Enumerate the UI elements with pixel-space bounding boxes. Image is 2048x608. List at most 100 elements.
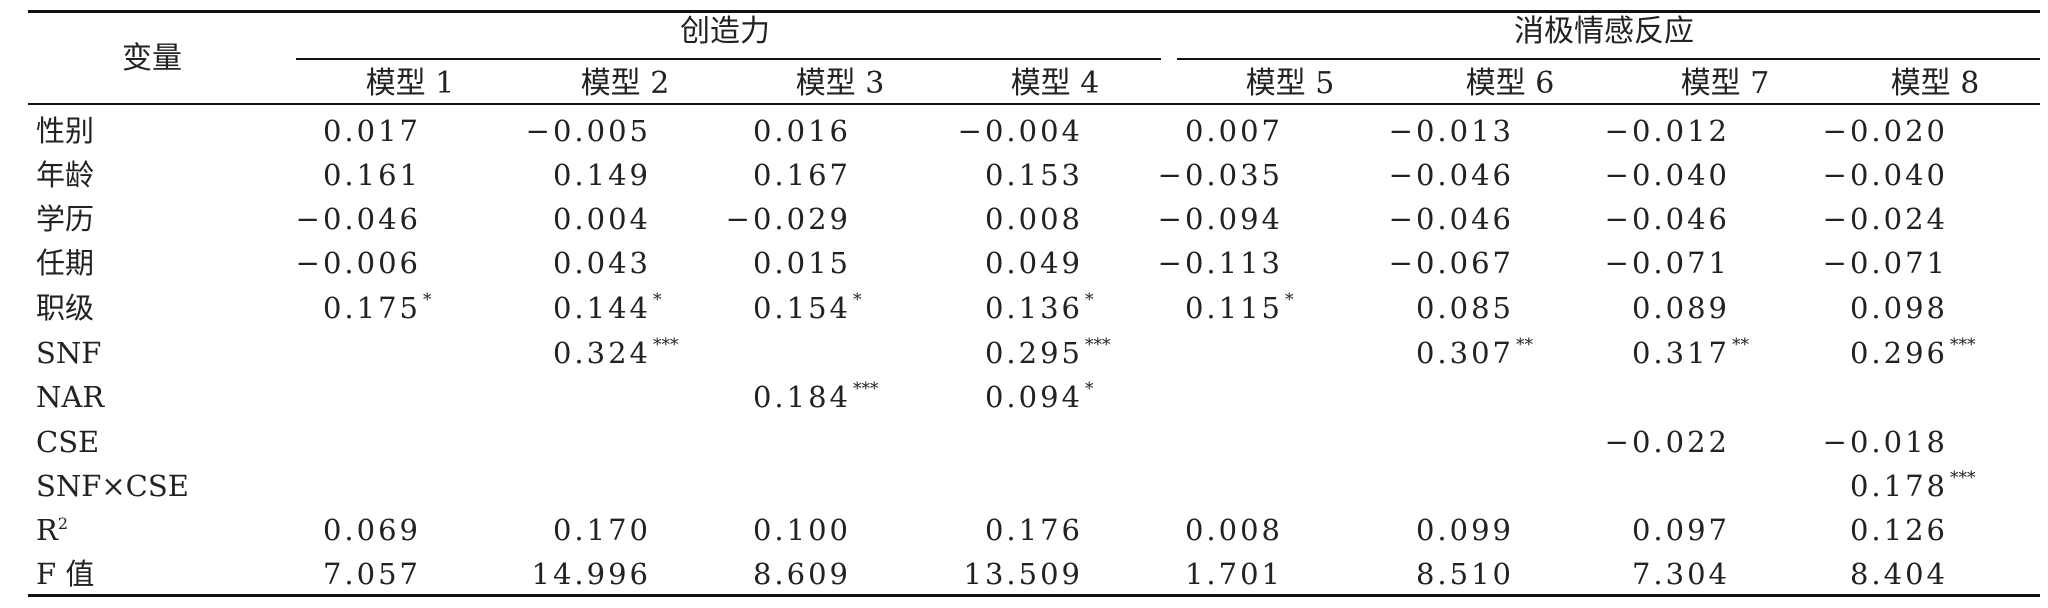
- significance-stars: ***: [1950, 335, 1976, 355]
- cell-value: 0.017: [322, 114, 421, 148]
- table-cell: −0.012: [1605, 114, 1772, 148]
- row-label-text: F 值: [36, 557, 95, 591]
- row-label-text: 性别: [36, 114, 95, 148]
- table-cell: −0.018: [1823, 425, 1990, 459]
- row-label: NAR: [36, 380, 104, 414]
- table-cell: 0.115 *: [1185, 290, 1325, 325]
- cell-value: 0.324: [552, 336, 651, 370]
- cell-value: 0.099: [1415, 513, 1514, 547]
- row-label-text: NAR: [36, 380, 105, 414]
- cell-value: 0.049: [984, 246, 1083, 280]
- table-cell: 0.167: [753, 158, 893, 192]
- row-label: 学历: [36, 202, 94, 236]
- cell-value: 13.509: [963, 557, 1083, 591]
- table-cell: 0.043: [553, 246, 693, 280]
- row-label-text: 学历: [36, 202, 95, 236]
- cell-value: −0.046: [1388, 202, 1514, 236]
- table-cell: 0.007: [1185, 114, 1325, 148]
- table-cell: 0.296 ***: [1849, 335, 1990, 370]
- table-cell: −0.046: [1389, 158, 1556, 192]
- group-rule-creativity: [296, 58, 1161, 60]
- row-label: 性别: [36, 114, 94, 148]
- cell-value: −0.006: [295, 246, 421, 280]
- significance-stars: *: [853, 290, 862, 310]
- table-cell: 0.126: [1850, 513, 1990, 547]
- table-cell: −0.046: [1605, 202, 1772, 236]
- table-cell: 0.136 *: [985, 290, 1125, 325]
- significance-stars: **: [1516, 335, 1533, 355]
- table-cell: 0.176: [985, 513, 1125, 547]
- cell-value: 8.404: [1849, 557, 1948, 591]
- table-cell: 0.161: [323, 158, 463, 192]
- significance-stars: **: [1732, 335, 1749, 355]
- cell-value: 0.100: [752, 513, 851, 547]
- cell-value: 0.295: [984, 336, 1083, 370]
- cell-value: 0.089: [1631, 291, 1730, 325]
- row-label-text: 年龄: [36, 158, 95, 192]
- cell-value: −0.020: [1822, 114, 1948, 148]
- cell-value: −0.018: [1822, 425, 1948, 459]
- cell-value: 0.043: [552, 246, 651, 280]
- cell-value: −0.046: [1388, 158, 1514, 192]
- cell-value: 0.097: [1631, 513, 1730, 547]
- table-cell: 0.094 *: [985, 379, 1125, 414]
- table-cell: 0.175 *: [323, 290, 463, 325]
- table-cell: 0.069: [323, 513, 463, 547]
- cell-value: 0.069: [322, 513, 421, 547]
- table-cell: 0.097: [1632, 513, 1772, 547]
- table-cell: 13.509: [964, 557, 1125, 591]
- bottom-rule: [28, 594, 2040, 597]
- cell-value: 0.154: [752, 291, 851, 325]
- cell-value: 8.510: [1415, 557, 1514, 591]
- table-cell: 0.149: [553, 158, 693, 192]
- cell-value: 0.004: [552, 202, 651, 236]
- significance-stars: *: [1085, 290, 1094, 310]
- table-cell: −0.035: [1158, 158, 1325, 192]
- table-cell: −0.113: [1158, 246, 1325, 280]
- table-cell: 0.016: [753, 114, 893, 148]
- table-cell: 0.144 *: [552, 290, 693, 325]
- table-cell: −0.040: [1823, 158, 1990, 192]
- cell-value: −0.067: [1388, 246, 1514, 280]
- cell-value: 0.296: [1849, 336, 1948, 370]
- table-cell: −0.046: [1389, 202, 1556, 236]
- table-cell: −0.071: [1823, 246, 1990, 280]
- table-cell: −0.046: [296, 202, 463, 236]
- group-header-negative-affect: 消极情感反应: [1514, 14, 1694, 49]
- table-cell: 8.510: [1416, 557, 1556, 591]
- table-cell: 0.178 ***: [1850, 468, 1990, 503]
- table-cell: 8.609: [753, 557, 893, 591]
- table-cell: −0.013: [1389, 114, 1556, 148]
- cell-value: 0.015: [752, 246, 851, 280]
- cell-value: −0.071: [1822, 246, 1948, 280]
- group-header-creativity: 创造力: [680, 14, 770, 49]
- cell-value: −0.004: [957, 114, 1083, 148]
- cell-value: 0.007: [1184, 114, 1283, 148]
- table-cell: 0.099: [1416, 513, 1556, 547]
- row-label: F 值: [36, 557, 94, 591]
- row-label-text: SNF×CSE: [36, 469, 189, 503]
- top-rule: [28, 10, 2040, 13]
- cell-value: −0.029: [725, 202, 851, 236]
- cell-value: −0.005: [525, 114, 651, 148]
- model-header-2: 模型 2: [580, 66, 670, 101]
- model-header-1: 模型 1: [365, 66, 455, 101]
- table-cell: 7.057: [323, 557, 463, 591]
- table-cell: 0.317 **: [1632, 335, 1772, 370]
- table-cell: 0.295 ***: [984, 335, 1125, 370]
- cell-value: −0.022: [1604, 425, 1730, 459]
- cell-value: 0.153: [984, 158, 1083, 192]
- cell-value: 0.144: [552, 291, 651, 325]
- cell-value: 0.008: [984, 202, 1083, 236]
- cell-value: −0.113: [1157, 246, 1283, 280]
- table-cell: 7.304: [1632, 557, 1772, 591]
- table-cell: 0.098: [1850, 291, 1990, 325]
- row-label-text: 职级: [36, 291, 95, 325]
- table-cell: 0.049: [985, 246, 1125, 280]
- table-cell: 0.085: [1416, 291, 1556, 325]
- cell-value: 14.996: [531, 557, 651, 591]
- table-cell: −0.004: [958, 114, 1125, 148]
- cell-value: 0.149: [552, 158, 651, 192]
- table-cell: 8.404: [1850, 557, 1990, 591]
- cell-value: −0.046: [295, 202, 421, 236]
